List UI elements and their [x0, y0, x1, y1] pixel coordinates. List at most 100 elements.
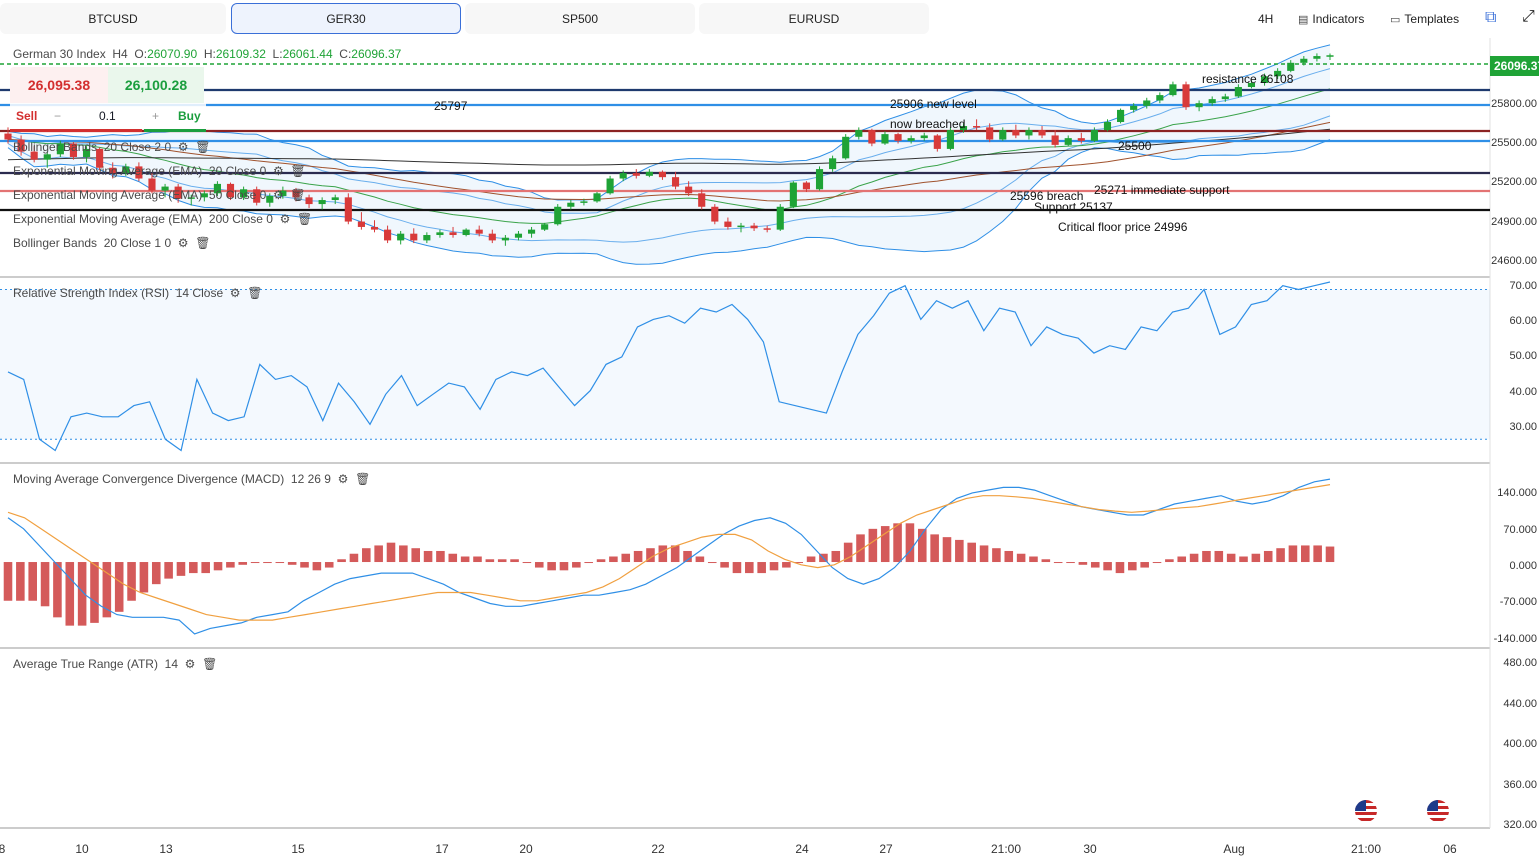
macd-legend[interactable]: Moving Average Convergence Divergence (M…	[13, 472, 370, 486]
settings-icon[interactable]: ⚙	[279, 212, 291, 226]
annotation-25906-a[interactable]: 25906 new level	[890, 97, 977, 111]
candle-body	[1274, 70, 1282, 77]
candle-body	[122, 166, 130, 174]
rsi-legend[interactable]: Relative Strength Index (RSI) 14 Close ⚙…	[13, 286, 262, 300]
templates-label: Templates	[1404, 12, 1460, 26]
candle-body	[567, 202, 575, 207]
sell-price-button[interactable]: 26,095.38	[10, 67, 108, 103]
candle-body	[750, 225, 758, 229]
macd-histogram-bar	[164, 562, 173, 579]
macd-histogram-bar	[572, 562, 581, 568]
trash-icon[interactable]: 🗑	[202, 657, 218, 671]
macd-histogram-bar	[955, 539, 964, 563]
candle-body	[881, 134, 889, 144]
buy-price-button[interactable]: 26,100.28	[108, 67, 204, 103]
settings-icon[interactable]: ⚙	[272, 164, 284, 178]
macd-histogram-bar	[250, 562, 260, 564]
annotation-25596[interactable]: 25596 breach	[1010, 189, 1084, 203]
x-axis-label: 20	[519, 842, 533, 856]
candle-body	[240, 189, 248, 198]
tab-ger30[interactable]: GER30	[231, 3, 461, 34]
macd-histogram-bar	[1189, 553, 1199, 563]
macd-histogram-bar	[720, 562, 729, 568]
tab-sp500[interactable]: SP500	[465, 3, 695, 34]
settings-icon[interactable]: ⚙	[177, 140, 189, 154]
indicator-bb2[interactable]: Bollinger Bands 20 Close 1 0 ⚙ 🗑	[13, 236, 210, 250]
sell-button[interactable]: Sell	[16, 109, 38, 123]
sell-underline	[10, 129, 142, 132]
settings-icon[interactable]: ⚙	[184, 657, 196, 671]
candle-body	[1038, 130, 1046, 136]
candle-body	[501, 237, 509, 241]
indicator-ema20[interactable]: Exponential Moving Average (EMA) 20 Clos…	[13, 164, 306, 178]
trash-icon[interactable]: 🗑	[297, 212, 313, 226]
annotation-floor[interactable]: Critical floor price 24996	[1058, 220, 1188, 234]
interval-button[interactable]: 4H	[1258, 12, 1273, 26]
annotation-25500[interactable]: 25500	[1118, 139, 1152, 153]
indicator-ema50[interactable]: Exponential Moving Average (EMA) 50 Clos…	[13, 188, 306, 202]
annotation-support[interactable]: Support 25137	[1034, 200, 1113, 214]
layers-icon[interactable]: ⧉	[1485, 9, 1497, 26]
annotation-25271[interactable]: 25271 immediate support	[1094, 183, 1230, 197]
trash-icon[interactable]: 🗑	[195, 236, 211, 250]
tab-btcusd[interactable]: BTCUSD	[0, 3, 226, 34]
macd-histogram-bar	[1251, 553, 1261, 563]
quantity-input[interactable]: 0.1	[99, 109, 116, 123]
macd-histogram-bar	[794, 562, 804, 564]
macd-histogram-bar	[992, 548, 1001, 563]
macd-histogram-bar	[77, 562, 87, 626]
annotation-resistance[interactable]: resistance 26108	[1202, 72, 1294, 86]
indicator-name: Relative Strength Index (RSI)	[13, 286, 170, 300]
trash-icon[interactable]: 🗑	[247, 286, 263, 300]
annotation-25797[interactable]: 25797	[434, 99, 468, 113]
macd-histogram-bar	[399, 545, 408, 563]
macd-histogram-bar	[497, 559, 507, 563]
templates-button[interactable]: ▭ Templates	[1390, 12, 1459, 26]
rsi-band-fill	[0, 289, 1490, 440]
increase-qty-button[interactable]: +	[152, 109, 160, 123]
annotation-25906-b[interactable]: now breached	[890, 117, 966, 131]
rsi-axis-label: 50.00	[1509, 350, 1537, 362]
macd-histogram-bar	[670, 545, 680, 563]
candle-body	[815, 169, 824, 190]
candle-body	[82, 148, 91, 157]
trash-icon[interactable]: 🗑	[290, 188, 306, 202]
open-value: 26070.90	[147, 47, 198, 61]
settings-icon[interactable]: ⚙	[272, 188, 284, 202]
settings-icon[interactable]: ⚙	[337, 472, 349, 486]
tab-eurusd[interactable]: EURUSD	[699, 3, 929, 34]
tab-label: BTCUSD	[88, 11, 138, 26]
buy-button[interactable]: Buy	[178, 109, 201, 123]
low-value: 26061.44	[282, 47, 333, 61]
sell-price: 26,095.38	[27, 77, 91, 93]
macd-histogram-bar	[732, 562, 742, 574]
macd-histogram-bar	[485, 559, 495, 563]
candle-body	[135, 166, 143, 179]
candle-body	[1221, 96, 1229, 100]
trash-icon[interactable]: 🗑	[290, 164, 306, 178]
decrease-qty-button[interactable]: −	[54, 109, 62, 123]
us-flag-icon[interactable]	[1355, 800, 1377, 822]
candle-body	[645, 171, 653, 176]
settings-icon[interactable]: ⚙	[229, 286, 241, 300]
last-price-value: 26096.37	[1494, 59, 1539, 73]
candle-body	[109, 167, 117, 174]
candle-body	[698, 193, 706, 207]
indicator-bb1[interactable]: Bollinger Bands 20 Close 2 0 ⚙ 🗑	[13, 140, 210, 154]
us-flag-icon[interactable]	[1427, 800, 1449, 822]
x-axis-label: 8	[0, 842, 6, 856]
settings-icon[interactable]: ⚙	[177, 236, 189, 250]
atr-legend[interactable]: Average True Range (ATR) 14 ⚙ 🗑	[13, 657, 217, 671]
indicator-ema200[interactable]: Exponential Moving Average (EMA) 200 Clo…	[13, 212, 312, 226]
trash-icon[interactable]: 🗑	[355, 472, 371, 486]
indicators-icon: ▤	[1298, 13, 1309, 26]
trash-icon[interactable]: 🗑	[195, 140, 211, 154]
indicator-name: Exponential Moving Average (EMA)	[13, 212, 203, 226]
fullscreen-icon[interactable]: ⤢	[1522, 8, 1535, 25]
indicators-button[interactable]: ▤ Indicators	[1298, 12, 1364, 26]
macd-histogram-bar	[189, 562, 198, 574]
chart-canvas[interactable]	[0, 38, 1539, 864]
macd-histogram-bar	[868, 528, 878, 563]
macd-histogram-bar	[559, 562, 569, 571]
x-axis-label: 27	[879, 842, 893, 856]
